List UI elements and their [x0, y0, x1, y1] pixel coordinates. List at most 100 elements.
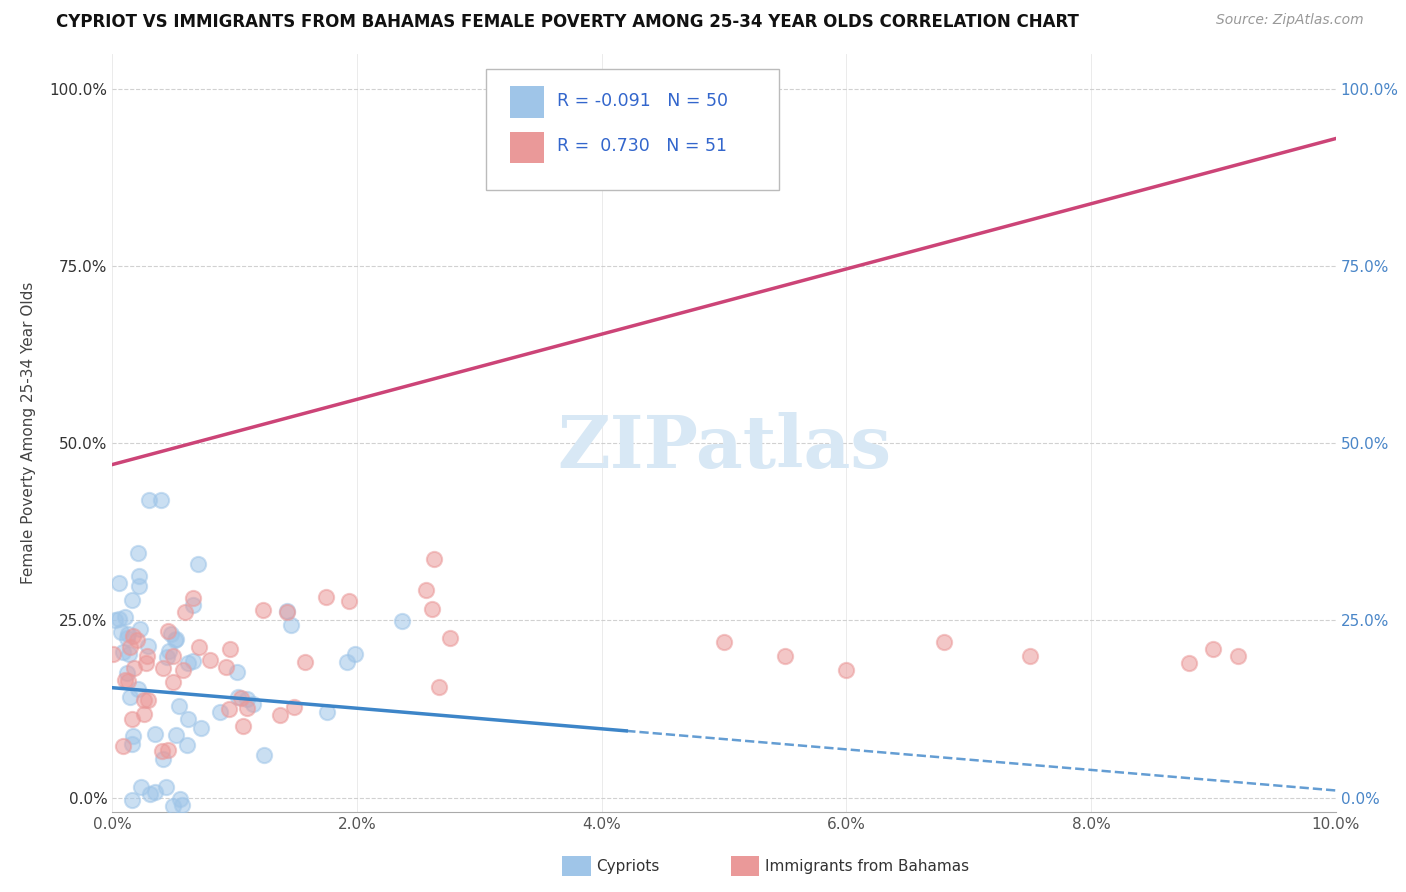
- Point: [183, 599, 205, 613]
- Point: [111, 645, 134, 659]
- Point: [156, 649, 179, 664]
- Point: [226, 665, 249, 679]
- Point: [155, 780, 177, 794]
- Point: [127, 682, 149, 697]
- Point: [156, 624, 179, 638]
- Point: [138, 492, 160, 507]
- Point: [134, 707, 156, 722]
- Point: [143, 727, 166, 741]
- Point: [775, 648, 797, 663]
- Point: [162, 675, 184, 690]
- Point: [170, 797, 193, 812]
- Point: [121, 592, 143, 607]
- Point: [134, 693, 156, 707]
- Point: [115, 666, 138, 681]
- Point: [242, 697, 264, 711]
- Text: R =  0.730   N = 51: R = 0.730 N = 51: [557, 137, 727, 155]
- Point: [122, 629, 145, 643]
- Point: [143, 785, 166, 799]
- Point: [344, 647, 367, 661]
- Text: R = -0.091   N = 50: R = -0.091 N = 50: [557, 92, 727, 110]
- Point: [114, 610, 136, 624]
- Point: [150, 744, 173, 758]
- Point: [1202, 641, 1225, 656]
- Point: [138, 639, 160, 653]
- Point: [165, 728, 187, 742]
- Point: [136, 692, 159, 706]
- Point: [120, 690, 142, 705]
- Point: [120, 640, 142, 654]
- Point: [269, 708, 291, 723]
- Point: [183, 654, 205, 668]
- Point: [336, 655, 359, 669]
- Text: ZIPatlas: ZIPatlas: [557, 412, 891, 483]
- Point: [427, 680, 450, 694]
- Point: [162, 648, 184, 663]
- Point: [218, 641, 240, 656]
- Point: [177, 657, 200, 671]
- Point: [236, 691, 259, 706]
- FancyBboxPatch shape: [510, 87, 544, 118]
- Point: [232, 718, 254, 732]
- Point: [152, 752, 174, 766]
- Point: [117, 673, 139, 688]
- Point: [198, 653, 221, 667]
- Point: [315, 590, 337, 604]
- Point: [391, 614, 413, 628]
- Point: [187, 557, 209, 571]
- Point: [108, 612, 131, 626]
- Point: [169, 791, 191, 805]
- Point: [218, 702, 240, 716]
- Point: [160, 627, 183, 641]
- Point: [176, 738, 198, 752]
- Point: [125, 633, 148, 648]
- Point: [111, 739, 134, 754]
- Point: [415, 582, 437, 597]
- Point: [420, 601, 443, 615]
- Point: [117, 627, 139, 641]
- Point: [128, 622, 150, 636]
- Point: [226, 690, 249, 705]
- Text: Immigrants from Bahamas: Immigrants from Bahamas: [765, 859, 969, 873]
- Point: [236, 701, 259, 715]
- Point: [174, 605, 197, 619]
- Point: [110, 624, 132, 639]
- Point: [423, 552, 446, 566]
- Point: [117, 647, 139, 661]
- Point: [177, 712, 200, 726]
- Point: [283, 700, 305, 714]
- Point: [156, 743, 179, 757]
- Point: [835, 663, 858, 677]
- Point: [1226, 648, 1249, 663]
- Point: [128, 569, 150, 583]
- Point: [252, 603, 274, 617]
- Point: [713, 634, 735, 648]
- Point: [294, 655, 316, 669]
- Point: [165, 632, 187, 646]
- Text: Cypriots: Cypriots: [596, 859, 659, 873]
- Point: [121, 712, 143, 726]
- Point: [337, 594, 360, 608]
- Point: [439, 631, 461, 645]
- Point: [209, 706, 232, 720]
- Point: [101, 647, 124, 661]
- Point: [139, 788, 162, 802]
- Point: [136, 648, 159, 663]
- Point: [934, 634, 956, 648]
- FancyBboxPatch shape: [485, 69, 779, 190]
- Point: [1018, 648, 1040, 663]
- Point: [190, 721, 212, 735]
- Point: [121, 738, 143, 752]
- Point: [114, 673, 136, 687]
- Point: [129, 780, 152, 794]
- Point: [115, 631, 138, 645]
- Point: [150, 492, 173, 507]
- Y-axis label: Female Poverty Among 25-34 Year Olds: Female Poverty Among 25-34 Year Olds: [21, 282, 35, 583]
- Text: CYPRIOT VS IMMIGRANTS FROM BAHAMAS FEMALE POVERTY AMONG 25-34 YEAR OLDS CORRELAT: CYPRIOT VS IMMIGRANTS FROM BAHAMAS FEMAL…: [56, 13, 1080, 31]
- FancyBboxPatch shape: [510, 132, 544, 163]
- Point: [152, 661, 174, 675]
- Point: [183, 591, 205, 605]
- Point: [165, 632, 187, 647]
- Point: [121, 730, 143, 744]
- Point: [127, 546, 149, 560]
